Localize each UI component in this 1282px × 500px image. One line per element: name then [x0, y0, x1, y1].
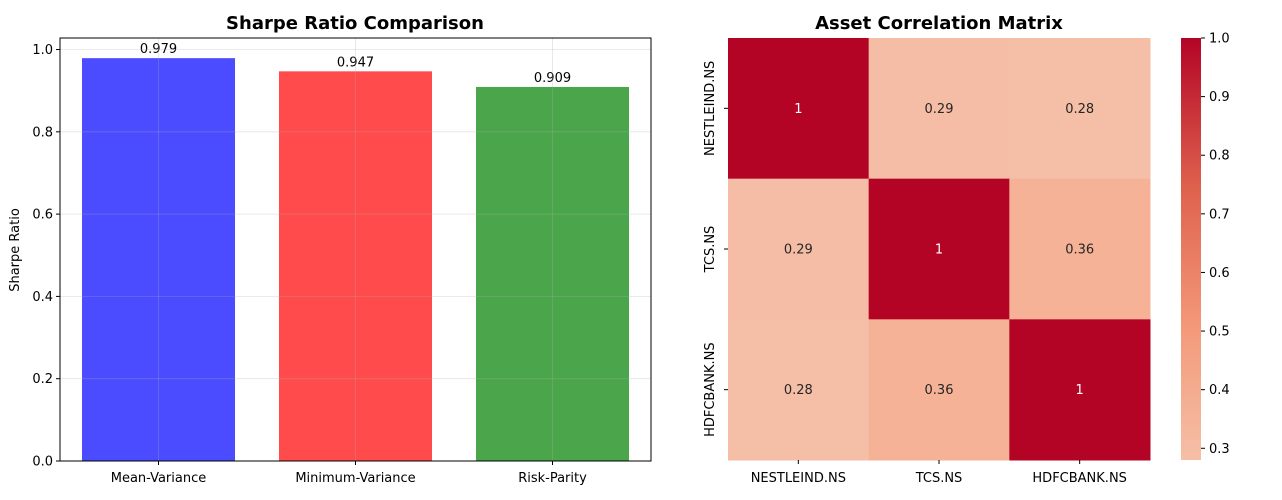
heatmap-cell — [728, 319, 870, 461]
y-tick-label: 0.8 — [32, 125, 53, 140]
heatmap-cell-value: 0.29 — [925, 102, 954, 117]
x-tick-label: Mean-Variance — [111, 471, 207, 486]
heatmap-cell-value: 0.29 — [784, 243, 813, 258]
heatmap-y-tick-label: HDFCBANK.NS — [703, 342, 718, 437]
colorbar-tick-label: 0.3 — [1209, 442, 1230, 457]
colorbar-ticks: 0.3 0.4 0.5 0.6 0.7 0.8 0.9 1.0 — [1201, 32, 1230, 457]
bar-chart-data-labels: 0.979 0.947 0.909 — [60, 38, 651, 462]
bar-chart-bars — [81, 58, 630, 462]
bar-chart-y-ticks: 0.0 0.2 0.4 0.6 0.8 1.0 — [32, 43, 60, 470]
heatmap-cells: 1 0.29 0.28 0.29 1 0.36 0.28 0.36 1 — [728, 38, 1151, 461]
bar-data-label: 0.979 — [140, 42, 177, 57]
bar-minimum-variance — [278, 71, 433, 461]
colorbar-tick-label: 0.9 — [1209, 90, 1230, 105]
colorbar-tick-label: 0.6 — [1209, 266, 1230, 281]
heatmap-y-tick-label: NESTLEIND.NS — [703, 61, 718, 156]
heatmap-cell — [728, 38, 870, 180]
bar-risk-parity — [475, 86, 630, 462]
colorbar-tick-label: 0.8 — [1209, 149, 1230, 164]
heatmap-cell-value: 0.28 — [784, 383, 813, 398]
x-tick-label: Minimum-Variance — [295, 471, 415, 486]
colorbar-tick-label: 0.4 — [1209, 383, 1230, 398]
y-tick-label: 0.6 — [32, 208, 53, 223]
heatmap-cell — [868, 38, 1010, 180]
heatmap-x-ticks: NESTLEIND.NS TCS.NS HDFCBANK.NS — [751, 460, 1127, 486]
y-tick-label: 0.2 — [32, 372, 53, 387]
heatmap-cell-value: 1 — [935, 243, 943, 258]
colorbar-tick-label: 1.0 — [1209, 32, 1230, 47]
x-tick-label: Risk-Parity — [518, 471, 587, 486]
heatmap-colorbar: 0.3 0.4 0.5 0.6 0.7 0.8 0.9 1.0 — [1181, 32, 1230, 460]
bar-data-label: 0.909 — [534, 71, 571, 86]
bar-data-label: 0.947 — [337, 55, 374, 70]
heatmap-x-tick-label: TCS.NS — [915, 471, 963, 486]
heatmap-cell — [868, 319, 1010, 461]
heatmap-x-tick-label: NESTLEIND.NS — [751, 471, 846, 486]
heatmap-cell — [1009, 38, 1151, 180]
heatmap-cell — [728, 178, 870, 320]
heatmap-y-tick-label: TCS.NS — [703, 226, 718, 274]
heatmap-cell-value: 1 — [1076, 383, 1084, 398]
heatmap-cell — [1009, 178, 1151, 320]
heatmap-cell — [1009, 319, 1151, 461]
correlation-heatmap: Asset Correlation Matrix 1 0.29 0.28 0.29 1 0… — [703, 13, 1151, 486]
heatmap-cell-value: 0.36 — [1065, 243, 1094, 258]
heatmap-title: Asset Correlation Matrix — [815, 13, 1063, 34]
y-tick-label: 0.0 — [32, 455, 53, 470]
bar-chart-y-axis-label: Sharpe Ratio — [8, 208, 23, 292]
y-tick-label: 1.0 — [32, 43, 53, 58]
bar-chart-title: Sharpe Ratio Comparison — [226, 13, 484, 34]
heatmap-cell-value: 0.28 — [1065, 102, 1094, 117]
heatmap-x-tick-label: HDFCBANK.NS — [1032, 471, 1127, 486]
y-tick-label: 0.4 — [32, 290, 53, 305]
heatmap-cell-value: 1 — [794, 102, 802, 117]
bar-chart-x-ticks: Mean-Variance Minimum-Variance Risk-Parity — [111, 461, 587, 486]
colorbar-gradient — [1181, 38, 1201, 460]
heatmap-y-ticks: NESTLEIND.NS TCS.NS HDFCBANK.NS — [703, 61, 728, 437]
heatmap-cell-value: 0.36 — [925, 383, 954, 398]
bar-mean-variance — [81, 58, 236, 462]
colorbar-tick-label: 0.7 — [1209, 207, 1230, 222]
sharpe-ratio-bar-chart: Sharpe Ratio Comparison Sharpe Ratio 0.9… — [8, 13, 652, 486]
colorbar-tick-label: 0.5 — [1209, 325, 1230, 340]
heatmap-cell — [868, 178, 1010, 320]
